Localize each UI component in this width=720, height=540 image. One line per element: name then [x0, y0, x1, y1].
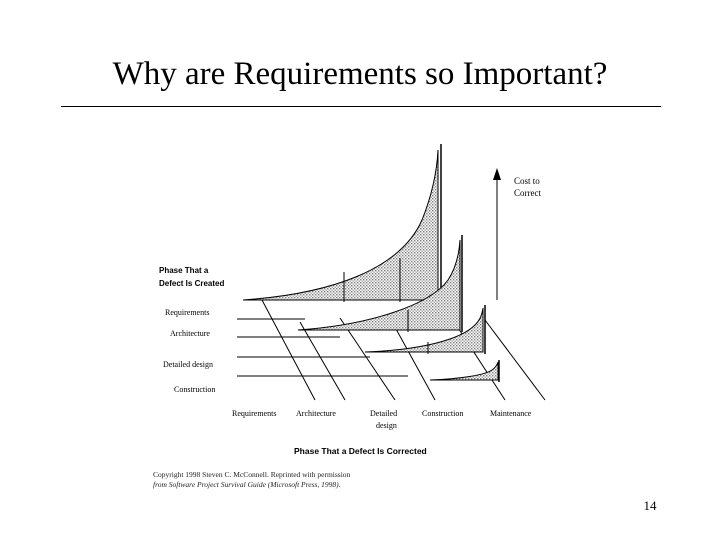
cost-label-line1: Cost to: [514, 176, 540, 186]
created-phase-detailed-design: Detailed design: [163, 360, 213, 369]
corrected-phase-architecture: Architecture: [296, 409, 336, 418]
cost-label-line2: Correct: [514, 188, 541, 198]
cost-curve-construction: [429, 361, 499, 381]
cost-curve-requirements: [242, 149, 439, 301]
corrected-phase-construction: Construction: [422, 409, 463, 418]
corrected-phase-maintenance: Maintenance: [490, 409, 532, 418]
corrected-phase-detailed-line2: design: [376, 421, 397, 430]
cost-arrow-head: [493, 168, 501, 180]
created-header-line2: Defect Is Created: [159, 279, 224, 288]
copyright-line2: from Software Project Survival Guide (Mi…: [153, 479, 341, 489]
copyright-note: Copyright 1998 Steven C. McConnell. Repr…: [153, 470, 393, 489]
guide-line-1: [261, 299, 316, 401]
corrected-phase-detailed: Detailed: [370, 409, 397, 418]
copyright-line1: Copyright 1998 Steven C. McConnell. Repr…: [153, 470, 351, 479]
guide-line-3: [339, 317, 396, 401]
title-divider: [61, 106, 661, 107]
created-phase-construction: Construction: [174, 385, 215, 394]
guide-line-6: [484, 319, 546, 401]
cost-curve-detailed-design: [364, 307, 484, 353]
created-header-line1: Phase That a: [159, 266, 209, 275]
cost-curve-architecture: [297, 239, 461, 331]
created-phase-requirements: Requirements: [165, 308, 209, 317]
page-number: 14: [643, 498, 657, 513]
corrected-header: Phase That a Defect Is Corrected: [294, 446, 427, 456]
guide-line-2: [299, 321, 346, 401]
corrected-phase-requirements: Requirements: [232, 409, 276, 418]
slide-title: Why are Requirements so Important?: [112, 56, 608, 92]
guide-line-4: [389, 317, 436, 401]
created-phase-architecture: Architecture: [170, 329, 210, 338]
